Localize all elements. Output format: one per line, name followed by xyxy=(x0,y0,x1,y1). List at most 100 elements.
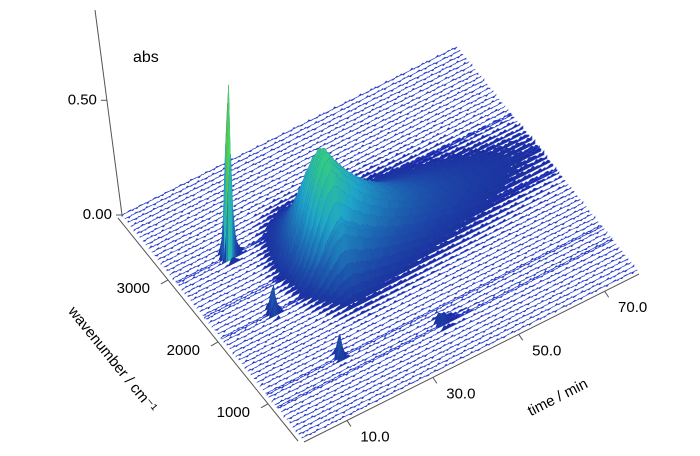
surface-strip xyxy=(488,190,491,199)
surface-strip xyxy=(498,146,502,152)
surface-strip xyxy=(525,163,528,170)
surface-strip xyxy=(421,251,425,259)
surface-strip xyxy=(528,157,532,163)
surface-strip xyxy=(374,285,377,293)
surface-strip xyxy=(517,161,521,169)
surface-strip xyxy=(516,142,520,148)
surface-strip xyxy=(506,176,510,185)
surface-strip xyxy=(415,253,418,262)
surface-strip xyxy=(441,228,445,238)
surface-strip xyxy=(314,292,318,302)
surface-strip xyxy=(348,297,351,306)
surface-strip xyxy=(280,275,284,282)
time-tick-label: 70.0 xyxy=(618,299,647,316)
surface-strip xyxy=(233,256,236,264)
surface-strip xyxy=(433,239,437,247)
surface-strip xyxy=(459,214,463,224)
surface-strip xyxy=(443,315,446,326)
surface-strip xyxy=(346,299,349,307)
surface-strip xyxy=(482,211,485,218)
surface-strip xyxy=(422,257,426,263)
z-tick-label: 0.00 xyxy=(83,206,112,223)
surface-strip xyxy=(403,266,406,273)
surface-strip xyxy=(471,148,474,156)
surface-strip xyxy=(378,283,381,291)
surface-strip xyxy=(352,294,356,304)
surface-strip xyxy=(322,293,325,303)
surface-strip xyxy=(510,170,513,178)
surface-strip xyxy=(441,242,444,249)
surface xyxy=(121,46,638,439)
surface-slice xyxy=(121,46,458,218)
surface-strip xyxy=(463,226,467,232)
surface-strip xyxy=(416,260,419,267)
wavenumber-tick-label: 3000 xyxy=(117,280,150,297)
surface-strip xyxy=(467,218,470,225)
surface-strip xyxy=(407,264,411,271)
surface-strip xyxy=(307,292,311,300)
surface-strip xyxy=(430,246,433,254)
surface-strip xyxy=(456,222,460,231)
surface-strip xyxy=(464,212,467,222)
surface-strip xyxy=(405,264,409,272)
surface-strip xyxy=(373,275,376,288)
surface-strip xyxy=(299,285,302,294)
surface-strip xyxy=(510,158,514,167)
surface-strip xyxy=(477,207,480,215)
surface-strip xyxy=(419,251,423,260)
surface-strip xyxy=(472,209,476,217)
surface-strip xyxy=(411,261,415,269)
surface-strip xyxy=(521,171,525,177)
surface-strip xyxy=(445,316,448,325)
surface-strip xyxy=(469,217,473,224)
surface-strip xyxy=(514,169,518,176)
surface-strip xyxy=(487,203,491,210)
z-axis-label: abs xyxy=(133,49,159,66)
surface-strip xyxy=(356,291,360,302)
surface-strip xyxy=(338,295,342,305)
surface-strip xyxy=(327,296,330,306)
surface-strip xyxy=(521,154,525,162)
surface-slice xyxy=(133,61,470,232)
surface-strip xyxy=(452,225,455,233)
surface-strip xyxy=(505,166,508,175)
surface-strip xyxy=(438,237,441,245)
surface-slice xyxy=(136,63,473,235)
surface-strip xyxy=(494,147,498,154)
surface-strip xyxy=(470,210,474,218)
surface-strip xyxy=(238,249,242,256)
surface-strip xyxy=(334,298,338,308)
surface-strip xyxy=(509,140,513,147)
surface-strip xyxy=(475,207,478,216)
time-tick-label: 50.0 xyxy=(532,342,561,359)
surface-strip xyxy=(359,298,363,305)
surface-strip xyxy=(329,294,333,305)
surface-strip xyxy=(517,172,521,179)
surface-strip xyxy=(374,291,378,298)
surface-slice xyxy=(130,57,467,227)
wavenumber-tick-label: 2000 xyxy=(167,342,200,359)
surface-strip xyxy=(425,242,428,252)
surface-strip xyxy=(485,203,489,211)
surface-strip xyxy=(453,231,456,238)
surface-strip xyxy=(520,161,523,168)
surface-strip xyxy=(388,271,391,281)
surface-strip xyxy=(406,256,410,266)
surface-strip xyxy=(443,325,447,331)
surface-strip xyxy=(458,222,462,230)
surface-strip xyxy=(382,280,386,289)
surface-strip xyxy=(349,304,352,311)
surface-strip xyxy=(450,231,454,239)
surface-strip xyxy=(353,302,357,309)
surface-strip xyxy=(401,265,404,274)
surface-strip xyxy=(434,246,438,252)
surface-slice xyxy=(127,53,464,223)
surface-strip xyxy=(448,232,452,240)
surface-strip xyxy=(359,291,362,301)
surface-strip xyxy=(443,228,447,237)
surface-strip xyxy=(404,257,408,267)
surface-strip xyxy=(341,301,345,309)
time-tick-label: 10.0 xyxy=(360,428,389,445)
surface-strip xyxy=(386,271,389,282)
